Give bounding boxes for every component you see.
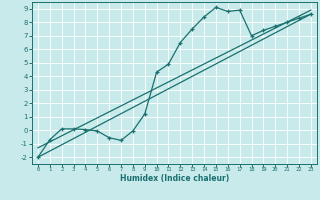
X-axis label: Humidex (Indice chaleur): Humidex (Indice chaleur)	[120, 174, 229, 183]
